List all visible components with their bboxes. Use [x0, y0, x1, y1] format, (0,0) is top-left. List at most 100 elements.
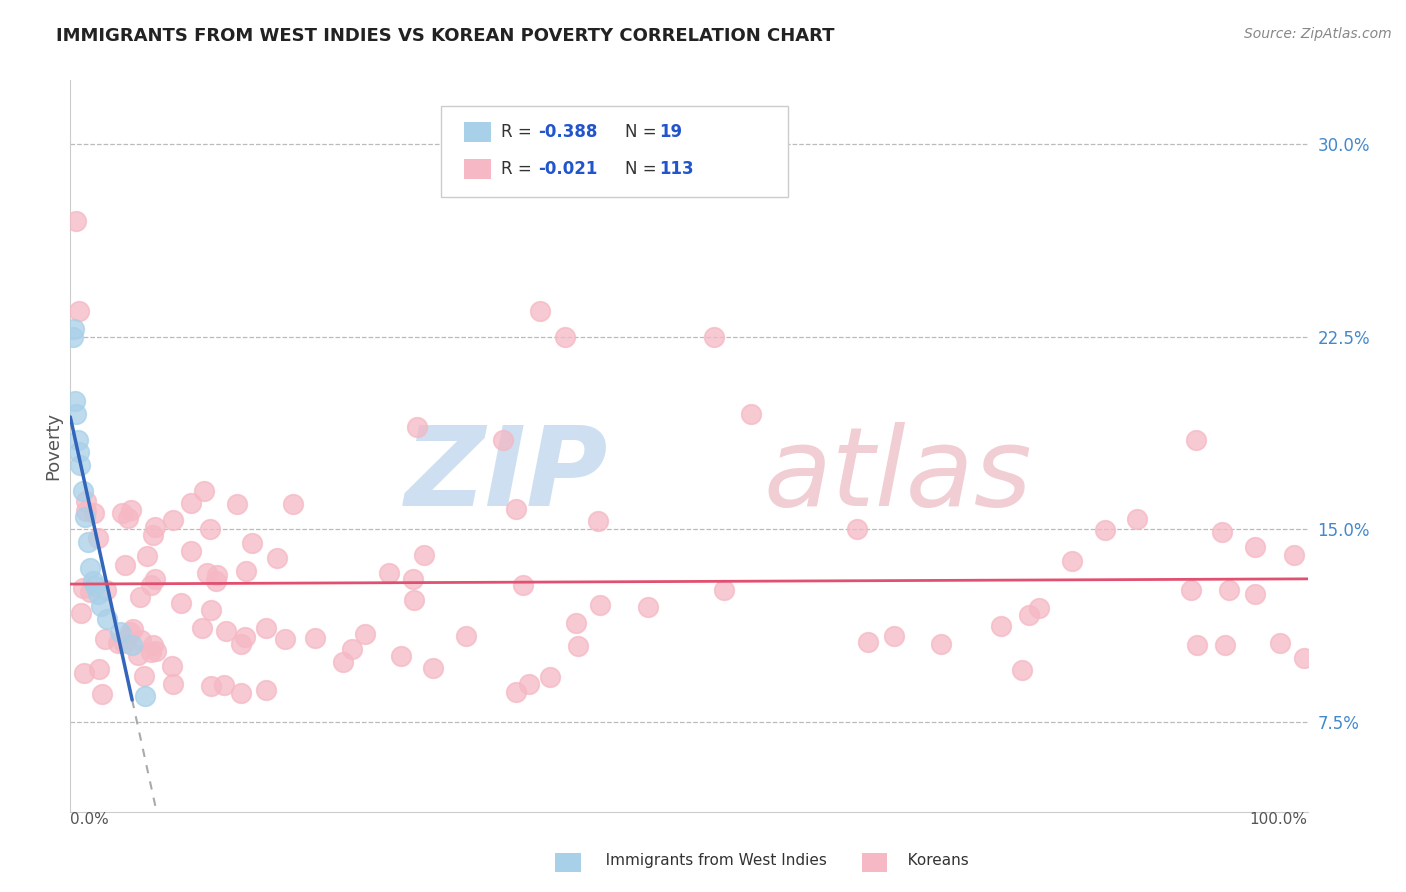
Point — [517, 677, 540, 691]
Point — [142, 638, 165, 652]
Point — [1125, 511, 1147, 525]
Point — [207, 568, 229, 582]
Point — [115, 632, 138, 647]
Point — [1011, 663, 1033, 677]
Point — [112, 636, 135, 650]
Point — [281, 497, 304, 511]
Text: 0.0%: 0.0% — [70, 812, 110, 827]
Point — [129, 591, 152, 605]
Point — [565, 616, 588, 631]
Point — [120, 625, 142, 640]
Point — [195, 566, 218, 580]
FancyBboxPatch shape — [464, 122, 491, 143]
Point — [929, 636, 952, 650]
Text: Koreans: Koreans — [893, 854, 969, 868]
Point — [492, 433, 515, 447]
Point — [63, 322, 86, 336]
Text: N =: N = — [624, 123, 661, 141]
Point — [96, 612, 118, 626]
Point — [73, 666, 96, 681]
Text: atlas: atlas — [763, 422, 1032, 529]
Point — [111, 506, 134, 520]
Point — [703, 330, 725, 344]
Point — [354, 626, 377, 640]
Text: R =: R = — [501, 123, 537, 141]
Point — [1292, 651, 1315, 665]
Point — [86, 586, 108, 600]
Point — [75, 503, 97, 517]
Point — [143, 519, 166, 533]
Text: IMMIGRANTS FROM WEST INDIES VS KOREAN POVERTY CORRELATION CHART: IMMIGRANTS FROM WEST INDIES VS KOREAN PO… — [56, 27, 835, 45]
Point — [79, 561, 101, 575]
Point — [740, 407, 762, 421]
Point — [586, 514, 609, 528]
Point — [200, 679, 222, 693]
Point — [139, 645, 162, 659]
Point — [114, 558, 136, 573]
Point — [94, 583, 117, 598]
Point — [65, 214, 87, 228]
Point — [402, 572, 425, 586]
Point — [67, 304, 90, 318]
Point — [1282, 549, 1305, 563]
Point — [76, 535, 98, 549]
Text: R =: R = — [501, 160, 537, 178]
Point — [83, 506, 105, 520]
Point — [134, 668, 156, 682]
Point — [84, 579, 107, 593]
Point — [162, 659, 184, 673]
Point — [845, 522, 868, 536]
Point — [378, 566, 401, 580]
Point — [69, 458, 91, 473]
Point — [191, 621, 214, 635]
Text: N =: N = — [624, 160, 661, 178]
Point — [121, 638, 143, 652]
Point — [1215, 638, 1237, 652]
Point — [82, 574, 104, 588]
Point — [1185, 433, 1208, 447]
Point — [90, 599, 112, 614]
Point — [117, 511, 139, 525]
Point — [67, 445, 90, 459]
Point — [332, 655, 354, 669]
Point — [340, 641, 363, 656]
Point — [142, 527, 165, 541]
Point — [304, 631, 326, 645]
Point — [567, 639, 589, 653]
Point — [254, 682, 277, 697]
FancyBboxPatch shape — [464, 159, 491, 179]
Point — [1018, 608, 1040, 623]
Point — [713, 582, 735, 597]
Point — [212, 678, 235, 692]
Point — [215, 624, 238, 638]
Point — [143, 572, 166, 586]
Point — [205, 574, 228, 588]
Point — [231, 637, 253, 651]
Point — [1218, 582, 1240, 597]
Point — [62, 330, 84, 344]
Text: 100.0%: 100.0% — [1250, 812, 1308, 827]
Point — [554, 330, 576, 344]
Point — [538, 670, 561, 684]
Point — [1028, 600, 1050, 615]
Point — [637, 600, 659, 615]
Point — [135, 549, 157, 563]
Point — [170, 596, 193, 610]
Point — [90, 687, 112, 701]
Point — [389, 648, 412, 663]
Point — [75, 509, 97, 524]
Point — [127, 648, 149, 662]
Text: Source: ZipAtlas.com: Source: ZipAtlas.com — [1244, 27, 1392, 41]
Point — [225, 496, 247, 510]
Point — [254, 621, 277, 635]
Text: 113: 113 — [659, 160, 695, 178]
Point — [235, 564, 257, 578]
Point — [162, 513, 184, 527]
Point — [93, 632, 115, 646]
Point — [69, 606, 91, 620]
Point — [589, 599, 612, 613]
Point — [1270, 636, 1292, 650]
Point — [233, 630, 256, 644]
Point — [75, 494, 97, 508]
Point — [883, 629, 905, 643]
